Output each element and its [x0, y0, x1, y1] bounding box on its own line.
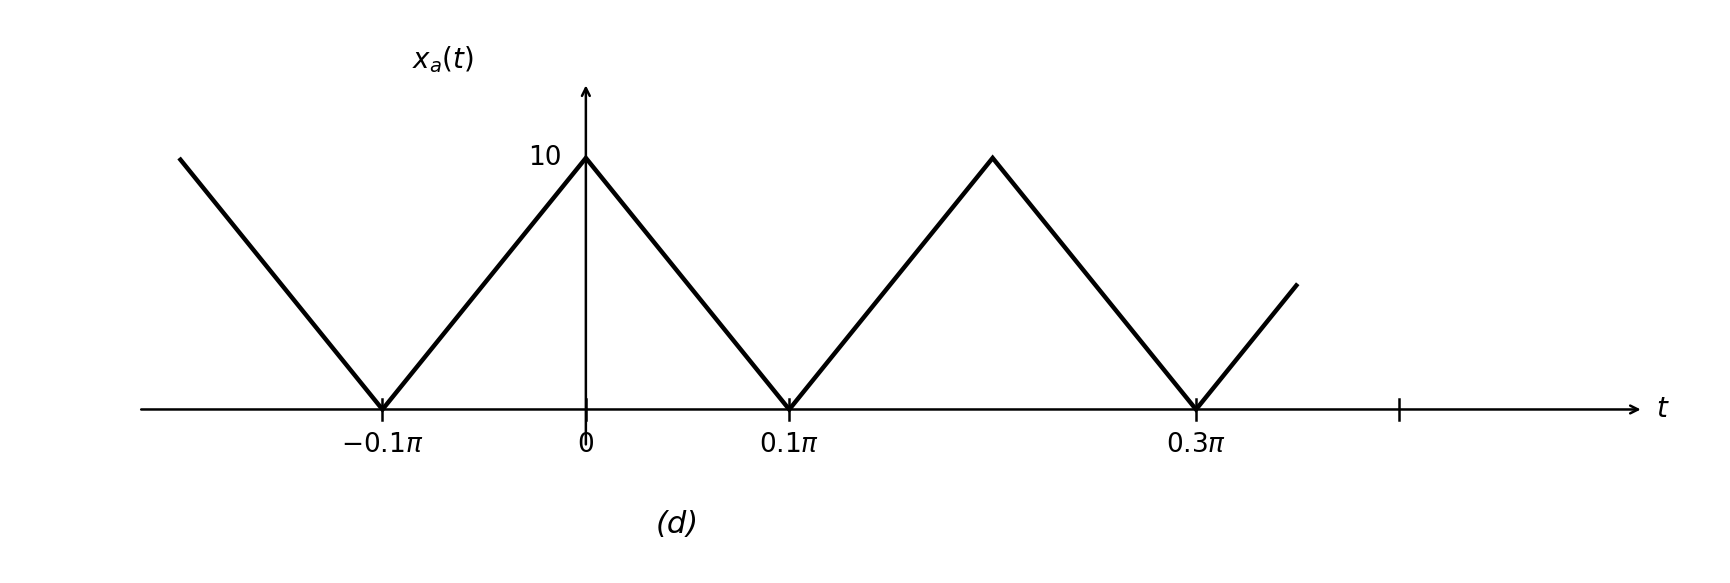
Text: $t$: $t$: [1656, 395, 1669, 423]
Text: (d): (d): [656, 510, 699, 539]
Text: $0.1\pi$: $0.1\pi$: [759, 432, 820, 458]
Text: $-0.1\pi$: $-0.1\pi$: [341, 432, 424, 458]
Text: $0.3\pi$: $0.3\pi$: [1166, 432, 1227, 458]
Text: $x_a(t)$: $x_a(t)$: [412, 44, 474, 75]
Text: 10: 10: [528, 145, 562, 171]
Text: $0$: $0$: [578, 432, 595, 458]
